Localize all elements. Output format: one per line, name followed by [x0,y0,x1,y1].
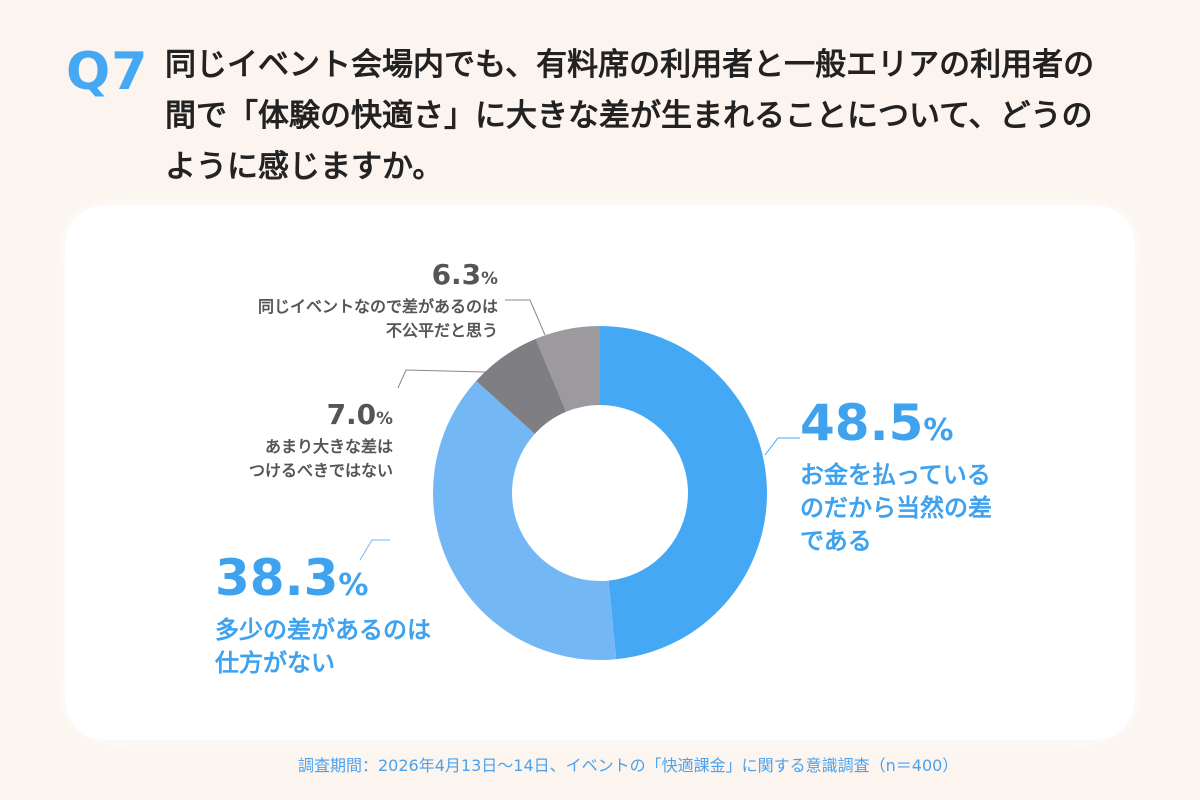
leader-line-3 [505,299,546,336]
label-line: あまり大きな差は [264,437,393,456]
question-title: 同じイベント会場内でも、有料席の利用者と一般エリアの利用者の間で「体験の快適さ」… [165,47,1095,185]
data-label-1: 38.3 [215,549,339,607]
label-line: 仕方がない [215,649,335,677]
unit: % [923,413,954,448]
leader-line-2 [397,369,486,389]
data-label-0: 48.5 [800,394,924,452]
slice-label-1: 38.3% 多少の差があるのは 仕方がない [215,550,431,680]
label-line: 不公平だと思う [385,321,498,340]
label-line: 多少の差があるのは [215,616,431,644]
label-line: 同じイベントなので差があるのは [257,297,498,316]
donut-slice-2 [476,338,567,434]
slice-label-0: 48.5% お金を払っている のだから当然の差 である [800,395,992,558]
unit: % [376,408,393,428]
label-line: のだから当然の差 [800,494,992,522]
unit: % [338,568,369,603]
donut-slice-3 [535,326,600,412]
leader-line-1 [359,539,390,561]
data-label-2: 7.0 [326,398,377,431]
donut-slice-1 [433,380,617,660]
question-number: Q7 [66,42,149,102]
survey-footnote: 調査期間：2026年4月13日～14日、イベントの「快適課金」に関する意識調査（… [298,756,959,775]
slice-label-2: 7.0% あまり大きな差は つけるべきではない [215,398,393,483]
data-label-3: 6.3 [431,258,482,291]
label-line: である [800,527,872,555]
unit: % [481,268,498,288]
label-line: お金を払っている [800,461,991,489]
donut-slice-0 [600,326,767,660]
label-line: つけるべきではない [248,461,393,480]
leader-line-0 [764,437,800,456]
slice-label-3: 6.3% 同じイベントなので差があるのは 不公平だと思う [200,258,498,343]
